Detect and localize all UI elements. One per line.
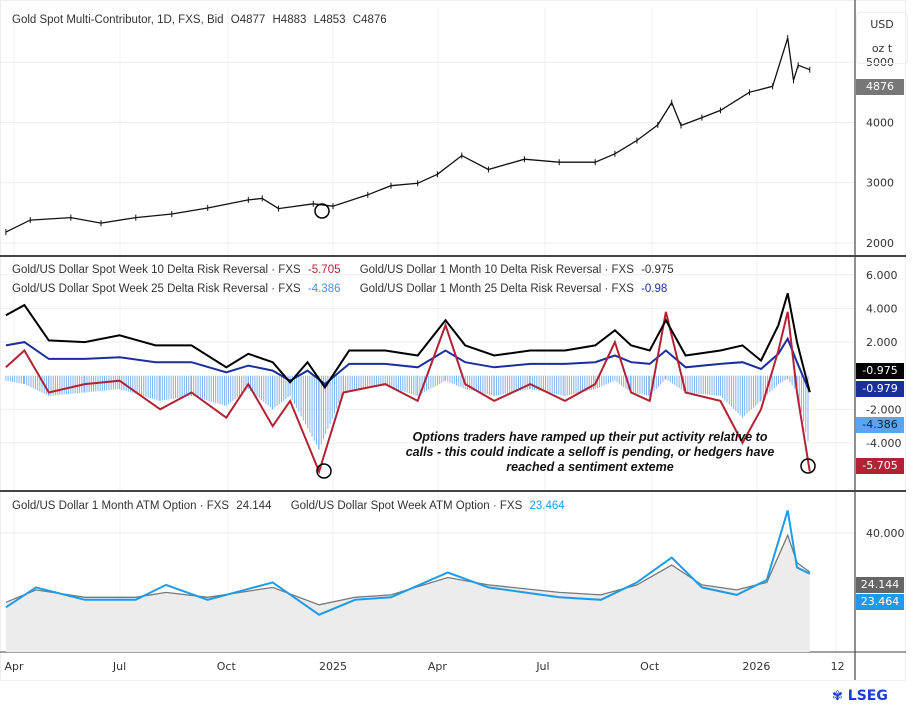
week10-last-tag: -5.705 — [856, 458, 904, 474]
legend-week10-value: -5.705 — [307, 264, 341, 276]
x-tick-label: Apr — [428, 660, 448, 673]
x-tick-label: 12 — [831, 660, 845, 673]
week-atm-last-tag: 23.464 — [856, 594, 904, 610]
month10-line — [5, 293, 811, 393]
legend-month25-name: Gold/US Dollar 1 Month 25 Delta Risk Rev… — [359, 283, 634, 295]
month-atm-last-tag: 24.144 — [856, 577, 904, 593]
low-value: L4853 — [313, 14, 346, 26]
x-tick-label: Jul — [112, 660, 126, 673]
y-tick-label: 4000 — [866, 116, 894, 129]
rr-legend-row2: Gold/US Dollar Spot Week 25 Delta Risk R… — [12, 283, 671, 295]
legend-month25-value: -0.98 — [641, 283, 668, 295]
y-tick-label: 40.000 — [866, 527, 905, 540]
highlight-circle — [314, 203, 330, 219]
x-tick-label: 2025 — [319, 660, 347, 673]
price-last-tag: 4876 — [856, 79, 904, 95]
y-tick-label: -4.000 — [866, 437, 901, 450]
legend-week25-name: Gold/US Dollar Spot Week 25 Delta Risk R… — [12, 283, 301, 295]
week-atm-line — [5, 510, 811, 616]
y-tick-label: 4.000 — [866, 302, 898, 315]
currency-label: USD — [870, 18, 894, 31]
rr-legend-row1: Gold/US Dollar Spot Week 10 Delta Risk R… — [12, 264, 678, 276]
highlight-circle — [800, 458, 816, 474]
unit-label: oz t — [871, 42, 893, 55]
annotation-text: Options traders have ramped up their put… — [405, 430, 775, 474]
month-atm-area — [5, 535, 810, 652]
legend-week10-name: Gold/US Dollar Spot Week 10 Delta Risk R… — [12, 264, 301, 276]
y-tick-label: -2.000 — [866, 403, 901, 416]
legend-month10-value: -0.975 — [641, 264, 674, 276]
week25-last-tag: -4.386 — [856, 417, 904, 433]
lseg-logo: ✾ LSEG — [832, 688, 888, 704]
y-tick-label: 6.000 — [866, 269, 898, 282]
price-line — [5, 37, 811, 233]
legend-week-atm-name: Gold/US Dollar Spot Week ATM Option · FX… — [290, 500, 523, 512]
y-tick-label: 3000 — [866, 177, 894, 190]
legend-month-atm-value: 24.144 — [236, 500, 272, 512]
y-tick-label: 2000 — [866, 237, 894, 250]
week10-line — [5, 311, 811, 475]
close-value: C4876 — [352, 14, 387, 26]
legend-week-atm-value: 23.464 — [529, 500, 565, 512]
atm-legend: Gold/US Dollar 1 Month ATM Option · FXS … — [12, 500, 569, 512]
legend-week25-value: -4.386 — [307, 283, 341, 295]
price-legend: Gold Spot Multi-Contributor, 1D, FXS, Bi… — [12, 14, 391, 26]
lseg-emblem-icon: ✾ — [832, 689, 843, 704]
high-value: H4883 — [272, 14, 307, 26]
legend-month10-name: Gold/US Dollar 1 Month 10 Delta Risk Rev… — [359, 264, 634, 276]
y-tick-label: 2.000 — [866, 336, 898, 349]
logo-text: LSEG — [847, 688, 888, 704]
month-atm-line — [5, 533, 811, 606]
highlight-circle — [316, 463, 332, 479]
x-tick-label: Jul — [535, 660, 549, 673]
x-tick-label: 2026 — [742, 660, 770, 673]
x-tick-label: Oct — [217, 660, 237, 673]
x-tick-label: Oct — [640, 660, 660, 673]
y-tick-label: 5000 — [866, 56, 894, 69]
open-value: O4877 — [230, 14, 266, 26]
chart-frame — [0, 0, 906, 681]
month25-last-tag: -0.979 — [856, 381, 904, 397]
price-title: Gold Spot Multi-Contributor, 1D, FXS, Bi… — [12, 14, 224, 26]
legend-month-atm-name: Gold/US Dollar 1 Month ATM Option · FXS — [12, 500, 230, 512]
currency-unit-button[interactable]: USD oz t — [856, 12, 908, 64]
x-tick-label: Apr — [4, 660, 24, 673]
month10-last-tag: -0.975 — [856, 363, 904, 379]
